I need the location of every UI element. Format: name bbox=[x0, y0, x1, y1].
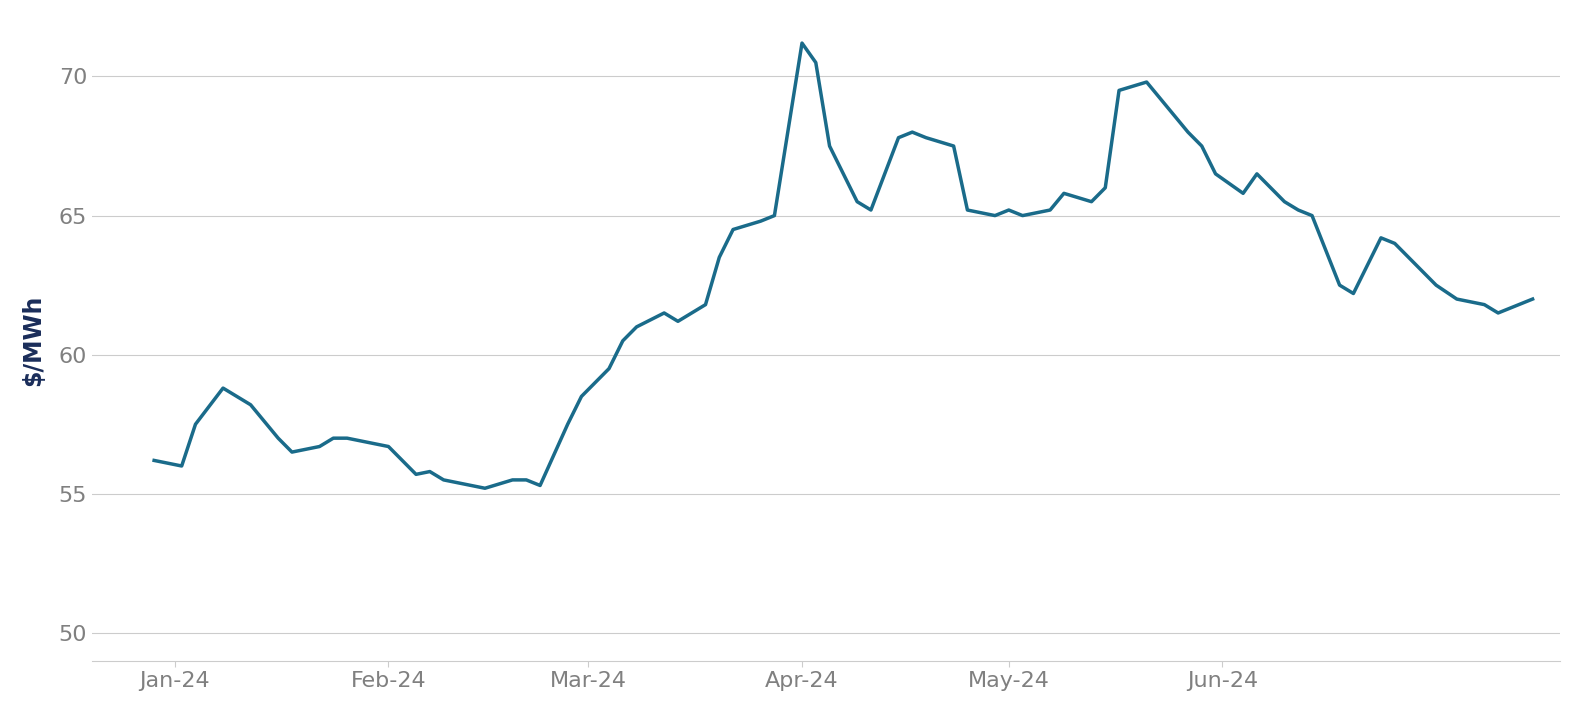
Y-axis label: $/MWh: $/MWh bbox=[21, 295, 44, 387]
